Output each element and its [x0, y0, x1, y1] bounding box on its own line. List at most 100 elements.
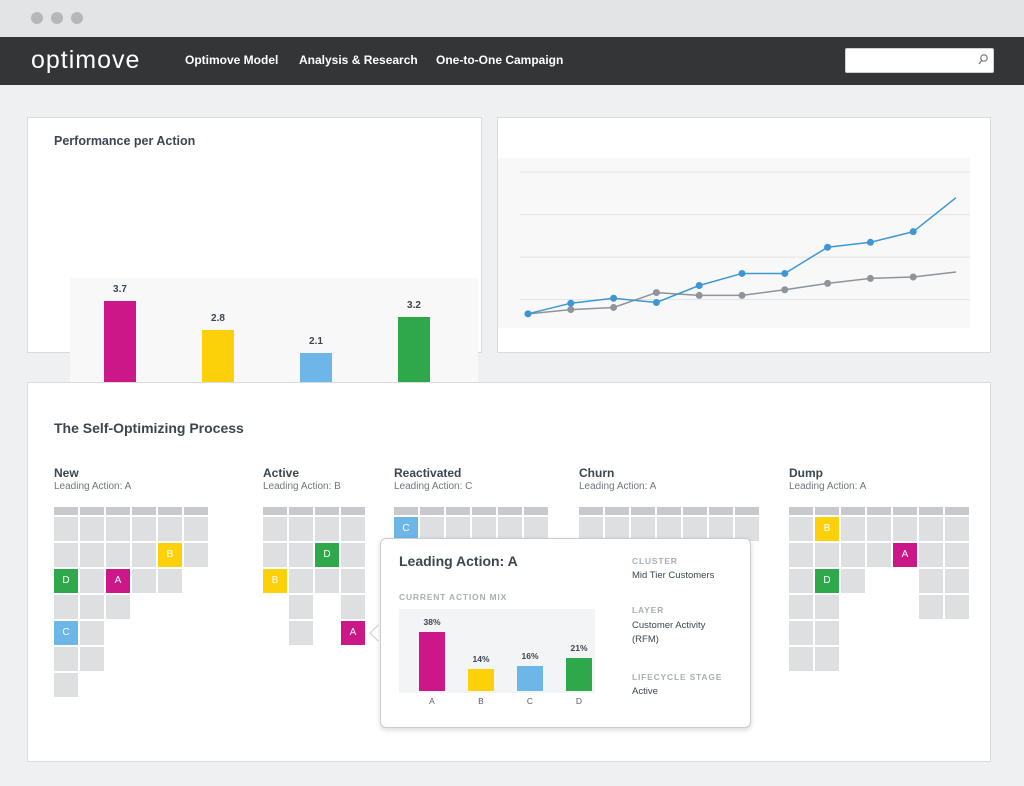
grid-cell[interactable]	[789, 621, 813, 645]
grid-cell[interactable]	[789, 569, 813, 593]
grid-cell[interactable]	[132, 517, 156, 541]
grid-cell[interactable]	[54, 647, 78, 671]
grid-cell[interactable]	[867, 543, 891, 567]
grid-cell[interactable]	[80, 517, 104, 541]
action-cell-a[interactable]: A	[341, 621, 365, 645]
grid-cell[interactable]	[446, 517, 470, 541]
grid-cell[interactable]	[683, 517, 707, 541]
data-point-gray[interactable]	[567, 306, 575, 314]
grid-cell[interactable]	[789, 517, 813, 541]
grid-cell[interactable]	[341, 569, 365, 593]
grid-cell[interactable]	[657, 517, 681, 541]
grid-cell[interactable]	[524, 517, 548, 541]
optimove-logo[interactable]: optimove	[31, 46, 141, 74]
action-cell-d[interactable]: D	[815, 569, 839, 593]
search-input[interactable]	[850, 49, 974, 72]
grid-cell[interactable]	[815, 595, 839, 619]
grid-cell[interactable]	[54, 673, 78, 697]
grid-cell[interactable]	[132, 543, 156, 567]
data-point-blue[interactable]	[652, 299, 660, 306]
grid-cell[interactable]	[815, 621, 839, 645]
data-point-blue[interactable]	[695, 282, 703, 289]
window-close-button[interactable]	[31, 12, 43, 24]
grid-cell[interactable]	[80, 621, 104, 645]
grid-cell[interactable]	[498, 517, 522, 541]
action-cell-b[interactable]: B	[815, 517, 839, 541]
grid-cell[interactable]	[815, 647, 839, 671]
action-cell-a[interactable]: A	[893, 543, 917, 567]
grid-cell[interactable]	[945, 517, 969, 541]
grid-cell[interactable]	[315, 517, 339, 541]
grid-cell[interactable]	[80, 647, 104, 671]
grid-cell[interactable]	[106, 517, 130, 541]
nav-item-one-to-one-campaign[interactable]: One-to-One Campaign	[436, 53, 564, 67]
action-cell-b[interactable]: B	[263, 569, 287, 593]
window-maximize-button[interactable]	[71, 12, 83, 24]
grid-cell[interactable]	[789, 543, 813, 567]
grid-cell[interactable]	[184, 543, 208, 567]
grid-cell[interactable]	[919, 595, 943, 619]
data-point-blue[interactable]	[524, 310, 532, 318]
data-point-blue[interactable]	[610, 294, 618, 302]
grid-cell[interactable]	[184, 517, 208, 541]
grid-cell[interactable]	[263, 517, 287, 541]
grid-cell[interactable]	[289, 569, 313, 593]
grid-cell[interactable]	[80, 569, 104, 593]
grid-cell[interactable]	[263, 543, 287, 567]
grid-cell[interactable]	[158, 517, 182, 541]
data-point-gray[interactable]	[738, 291, 746, 299]
grid-cell[interactable]	[945, 569, 969, 593]
data-point-gray[interactable]	[652, 289, 660, 297]
grid-cell[interactable]	[289, 621, 313, 645]
grid-cell[interactable]	[919, 543, 943, 567]
grid-cell[interactable]	[106, 595, 130, 619]
grid-cell[interactable]	[315, 569, 339, 593]
grid-cell[interactable]	[106, 543, 130, 567]
action-cell-c[interactable]: C	[394, 517, 418, 541]
data-point-gray[interactable]	[909, 273, 917, 281]
grid-cell[interactable]	[54, 543, 78, 567]
data-point-gray[interactable]	[781, 286, 789, 294]
data-point-blue[interactable]	[781, 269, 789, 277]
grid-cell[interactable]	[605, 517, 629, 541]
grid-cell[interactable]	[945, 595, 969, 619]
grid-cell[interactable]	[789, 595, 813, 619]
grid-cell[interactable]	[472, 517, 496, 541]
data-point-blue[interactable]	[738, 269, 746, 277]
search-icon[interactable]	[977, 53, 989, 67]
grid-cell[interactable]	[420, 517, 444, 541]
grid-cell[interactable]	[341, 543, 365, 567]
grid-cell[interactable]	[631, 517, 655, 541]
grid-cell[interactable]	[893, 517, 917, 541]
grid-cell[interactable]	[289, 543, 313, 567]
data-point-blue[interactable]	[909, 228, 917, 236]
action-cell-c[interactable]: C	[54, 621, 78, 645]
data-point-gray[interactable]	[610, 303, 618, 311]
grid-cell[interactable]	[579, 517, 603, 541]
grid-cell[interactable]	[919, 569, 943, 593]
search-box[interactable]	[845, 48, 994, 73]
grid-cell[interactable]	[919, 517, 943, 541]
action-cell-a[interactable]: A	[106, 569, 130, 593]
data-point-gray[interactable]	[824, 279, 832, 287]
nav-item-optimove-model[interactable]: Optimove Model	[185, 53, 279, 67]
grid-cell[interactable]	[54, 595, 78, 619]
action-cell-d[interactable]: D	[54, 569, 78, 593]
grid-cell[interactable]	[735, 517, 759, 541]
data-point-gray[interactable]	[866, 274, 874, 282]
data-point-gray[interactable]	[695, 291, 703, 299]
data-point-blue[interactable]	[866, 238, 874, 246]
grid-cell[interactable]	[789, 647, 813, 671]
action-cell-b[interactable]: B	[158, 543, 182, 567]
grid-cell[interactable]	[709, 517, 733, 541]
grid-cell[interactable]	[80, 595, 104, 619]
grid-cell[interactable]	[80, 543, 104, 567]
data-point-blue[interactable]	[567, 299, 575, 307]
grid-cell[interactable]	[945, 543, 969, 567]
grid-cell[interactable]	[289, 595, 313, 619]
grid-cell[interactable]	[341, 595, 365, 619]
grid-cell[interactable]	[158, 569, 182, 593]
nav-item-analysis-research[interactable]: Analysis & Research	[299, 53, 418, 67]
window-minimize-button[interactable]	[51, 12, 63, 24]
grid-cell[interactable]	[841, 517, 865, 541]
